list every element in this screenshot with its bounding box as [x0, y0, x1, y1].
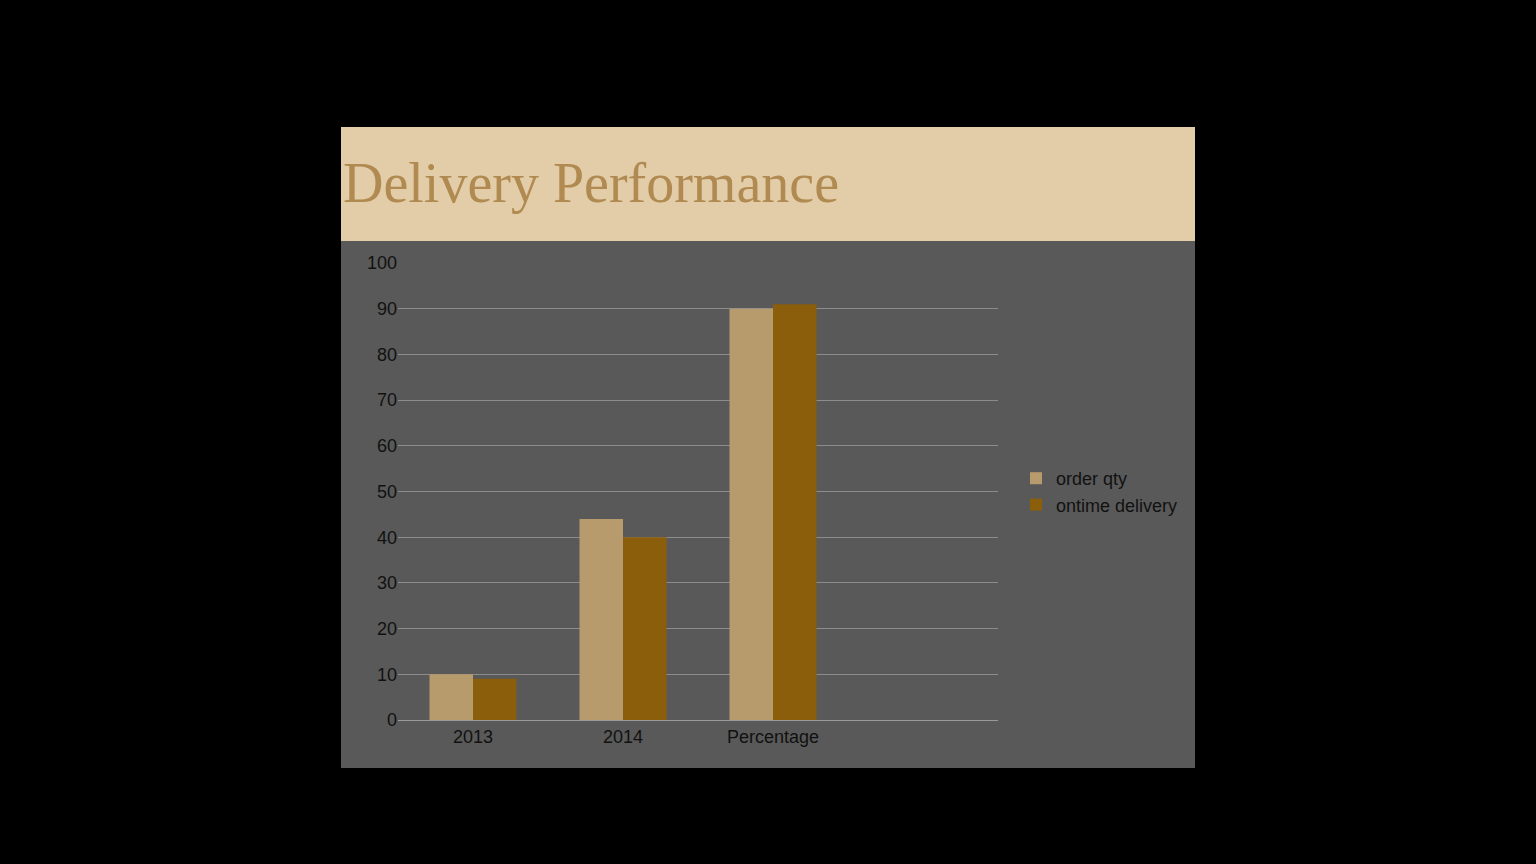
svg-text:20: 20: [377, 619, 397, 639]
svg-text:order qty: order qty: [1056, 469, 1127, 489]
svg-text:2013: 2013: [453, 727, 493, 747]
svg-text:2014: 2014: [603, 727, 643, 747]
svg-text:10: 10: [377, 665, 397, 685]
svg-text:100: 100: [367, 253, 397, 273]
svg-text:60: 60: [377, 436, 397, 456]
svg-text:90: 90: [377, 299, 397, 319]
svg-text:80: 80: [377, 345, 397, 365]
svg-text:50: 50: [377, 482, 397, 502]
svg-text:Percentage: Percentage: [727, 727, 819, 747]
svg-text:30: 30: [377, 573, 397, 593]
svg-text:0: 0: [387, 710, 397, 730]
svg-text:70: 70: [377, 390, 397, 410]
svg-text:40: 40: [377, 528, 397, 548]
svg-text:ontime delivery: ontime delivery: [1056, 496, 1177, 516]
html-text:Delivery Performance: Delivery Performance: [343, 152, 839, 214]
